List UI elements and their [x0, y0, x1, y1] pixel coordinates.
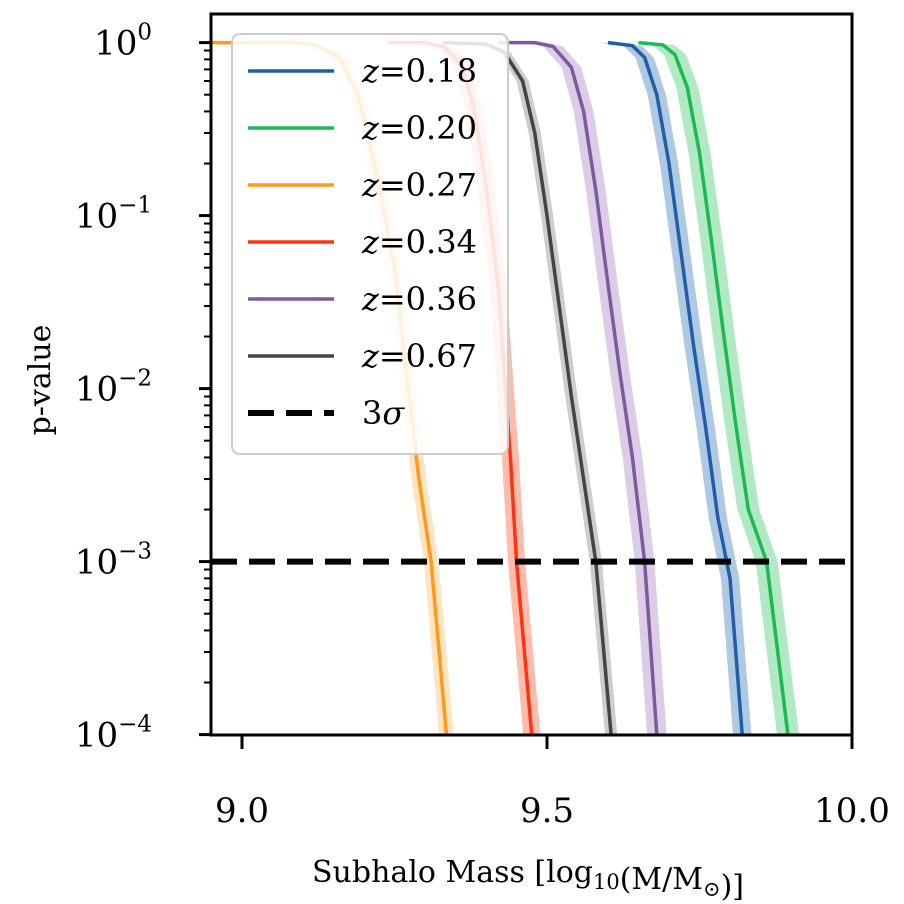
plot-frame: [209, 12, 854, 737]
series-line-z018: [607, 40, 744, 735]
legend-box: [231, 33, 509, 455]
series-line-z020: [638, 40, 790, 735]
y-axis-label: p-value: [23, 325, 58, 436]
legend-label: z=0.27: [361, 166, 477, 204]
legend-label: z=0.20: [361, 109, 477, 147]
legend-items: z=0.18 z=0.20 z=0.27 z=0.34 z=0.36 z=0.67 3σ: [248, 52, 477, 432]
y-tick-label: 10−1: [75, 193, 152, 237]
band-z036: [488, 42, 667, 735]
x-tick-label: 9.5: [520, 791, 574, 831]
legend-label: z=0.36: [361, 280, 477, 318]
series-line-z036: [498, 40, 659, 735]
legend: z=0.18 z=0.20 z=0.27 z=0.34 z=0.36 z=0.67 3σ: [231, 33, 509, 455]
y-tick-label: 100: [94, 20, 152, 64]
x-axis-label: Subhalo Mass [log10(M/M⊙)]: [312, 855, 744, 904]
y-axis-ticks: 100 10−1 10−2 10−3 10−4: [75, 20, 211, 756]
x-tick-label: 10.0: [814, 791, 890, 831]
x-axis-ticks: 9.0 9.5 10.0: [215, 735, 890, 831]
y-tick-label: 10−3: [75, 539, 152, 583]
legend-label: z=0.34: [361, 223, 477, 261]
x-tick-label: 9.0: [215, 791, 269, 831]
legend-label: z=0.18: [361, 52, 477, 90]
legend-label-threshold: 3σ: [362, 394, 405, 432]
y-tick-label: 10−4: [75, 712, 152, 756]
band-z067: [437, 42, 618, 735]
legend-label: z=0.67: [361, 337, 477, 375]
y-tick-label: 10−2: [75, 366, 152, 410]
